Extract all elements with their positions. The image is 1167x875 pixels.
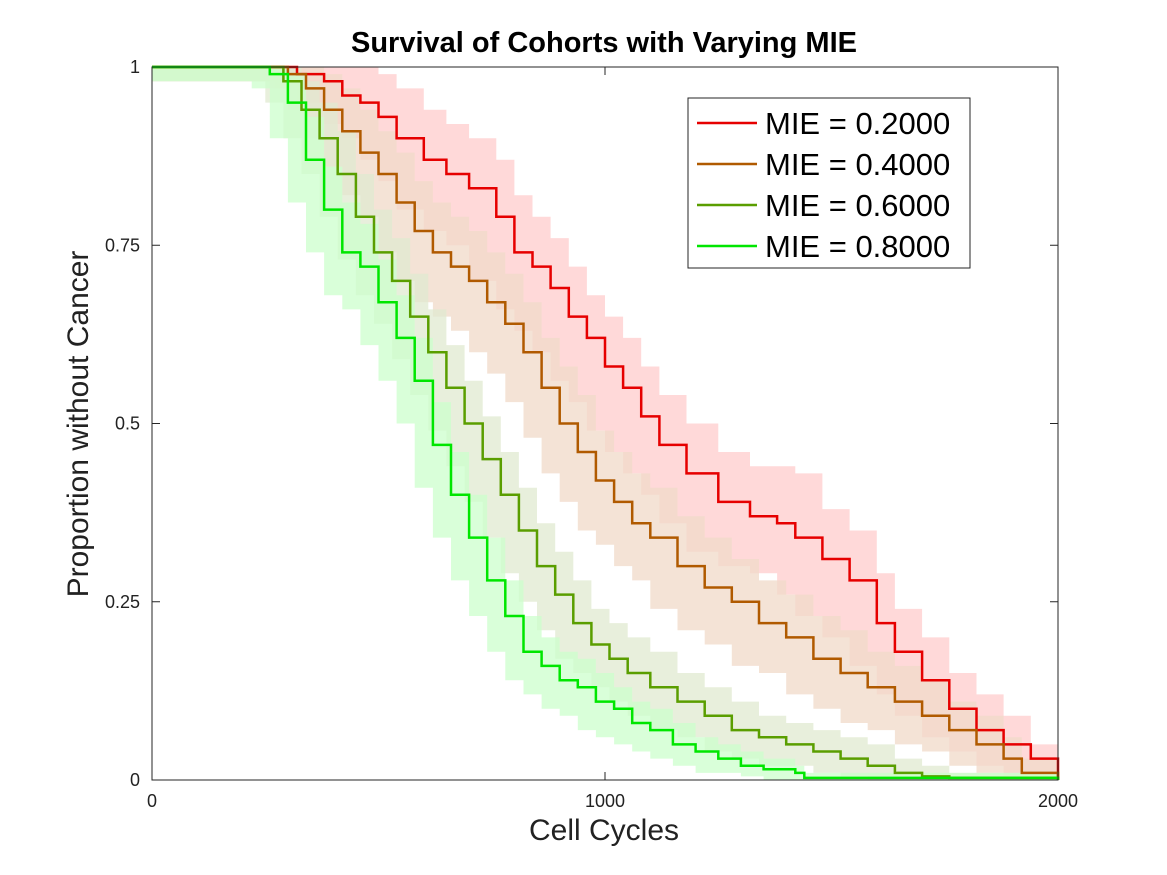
legend-box — [687, 97, 971, 269]
confidence-bands — [152, 67, 1058, 780]
x-tick-label: 2000 — [1038, 791, 1078, 811]
series-line-mie-0-2000 — [152, 65, 1060, 780]
y-tick-label: 0.75 — [105, 235, 140, 255]
legend-label-mie-0-8000: MIE = 0.8000 — [765, 229, 950, 264]
y-tick-label: 1 — [130, 57, 140, 77]
chart-title: Survival of Cohorts with Varying MIE — [351, 27, 857, 59]
y-axis-label: Proportion without Cancer — [62, 251, 95, 598]
x-axis-label: Cell Cycles — [529, 814, 679, 847]
axis-ticks: 0 1000 2000 0 0.25 0.5 0.75 1 — [105, 57, 1078, 811]
y-tick-label: 0.25 — [105, 592, 140, 612]
y-tick-label: 0 — [130, 770, 140, 790]
band-mie-0-2000 — [152, 67, 1058, 780]
series-line-mie-0-6000 — [152, 65, 1060, 780]
x-tick-label: 1000 — [585, 791, 625, 811]
legend-label-mie-0-6000: MIE = 0.6000 — [765, 188, 950, 223]
legend-label-mie-0-4000: MIE = 0.4000 — [765, 147, 950, 182]
series-line-mie-0-8000 — [152, 65, 1060, 780]
y-tick-label: 0.5 — [115, 414, 140, 434]
series-line-mie-0-4000 — [152, 65, 1060, 780]
legend-label-mie-0-2000: MIE = 0.2000 — [765, 106, 950, 141]
series-lines — [152, 65, 1060, 780]
band-mie-0-8000 — [152, 67, 1058, 780]
legend: MIE = 0.2000 MIE = 0.4000 MIE = 0.6000 MIE … — [687, 97, 971, 269]
x-tick-label: 0 — [147, 791, 157, 811]
